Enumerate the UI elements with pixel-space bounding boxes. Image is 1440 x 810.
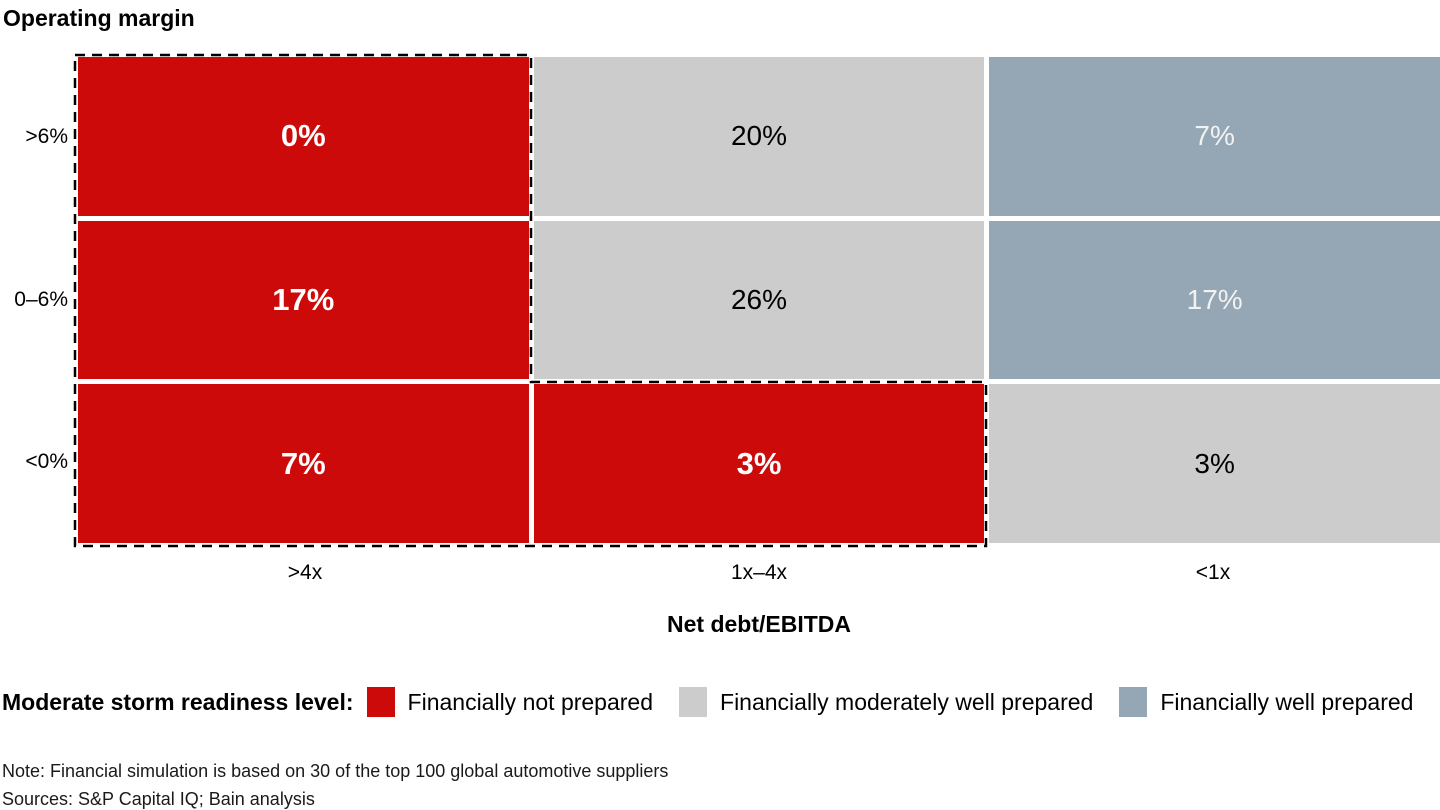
legend-swatch-red-icon [366, 687, 395, 717]
matrix-cell-r3c2: 3% [533, 384, 985, 543]
x-axis-label-col3: <1x [1195, 561, 1231, 584]
x-axis-label-col2: 1x–4x [730, 561, 788, 584]
matrix-cell-r3c3: 3% [989, 384, 1440, 543]
legend-item-label: Financially not prepared [407, 688, 654, 715]
legend-item-well-prepared: Financially well prepared [1119, 687, 1413, 717]
legend-item-moderately-prepared: Financially moderately well prepared [679, 687, 1093, 717]
matrix-cell-r1c3: 7% [989, 57, 1440, 216]
sources-text: Sources: S&P Capital IQ; Bain analysis [2, 789, 315, 809]
legend-title: Moderate storm readiness level: [2, 688, 354, 715]
note-text: Note: Financial simulation is based on 3… [2, 761, 669, 781]
legend-swatch-blue-icon [1119, 687, 1148, 717]
matrix-cell-r2c2: 26% [533, 220, 985, 380]
legend-item-label: Financially well prepared [1160, 688, 1414, 715]
x-axis-label-col1: >4x [287, 561, 323, 584]
legend-item-label: Financially moderately well prepared [720, 688, 1094, 715]
matrix-cell-r2c1: 17% [78, 220, 529, 380]
y-axis-label-row2: 0–6% [14, 288, 68, 311]
matrix-grid: 0% 20% 7% 17% 26% 17% 7% 3% 3% [78, 57, 1440, 543]
y-axis-label-row3: <0% [25, 450, 68, 473]
legend-swatch-gray-icon [679, 687, 708, 717]
x-axis-labels: >4x 1x–4x <1x [78, 561, 1440, 585]
x-axis-title: Net debt/EBITDA [667, 611, 851, 637]
footnotes: Note: Financial simulation is based on 3… [2, 757, 668, 810]
y-axis-label-row1: >6% [25, 125, 68, 148]
matrix-cell-r3c1: 7% [78, 384, 529, 543]
legend: Moderate storm readiness level: Financia… [2, 687, 1439, 717]
matrix-cell-r2c3: 17% [989, 220, 1440, 380]
matrix-cell-r1c1: 0% [78, 57, 529, 216]
legend-item-not-prepared: Financially not prepared [366, 687, 654, 717]
matrix-cell-r1c2: 20% [533, 57, 985, 216]
y-axis-title: Operating margin [3, 5, 195, 31]
